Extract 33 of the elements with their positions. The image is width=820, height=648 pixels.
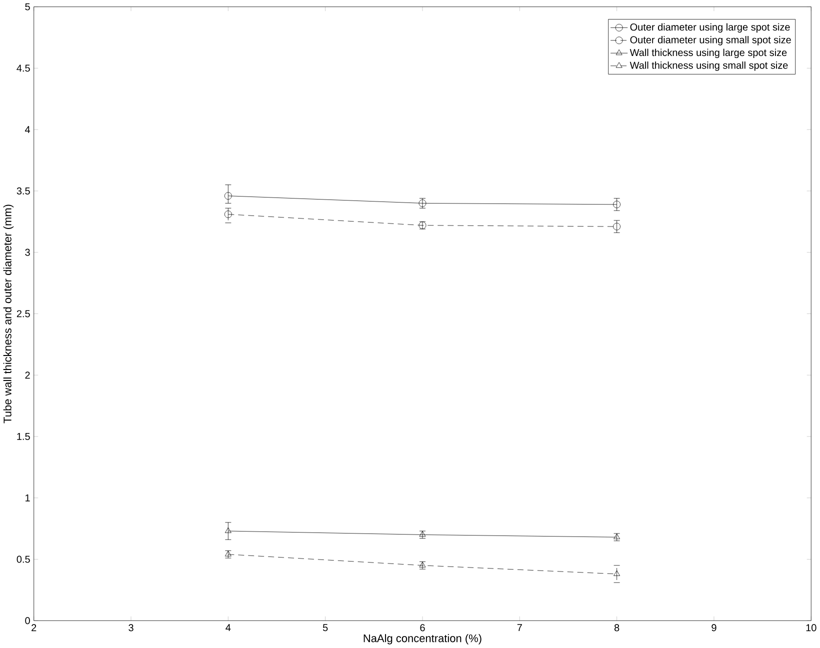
y-tick-label: 2.5 bbox=[16, 310, 30, 318]
legend-label: Wall thickness using small spot size bbox=[630, 62, 788, 71]
x-axis-title: NaAlg concentration (%) bbox=[364, 634, 482, 645]
legend-label: Outer diameter using large spot size bbox=[630, 23, 790, 33]
point bbox=[614, 570, 620, 576]
y-tick-label: 4 bbox=[25, 126, 30, 134]
y-tick-label: 2 bbox=[25, 372, 30, 379]
x-tick-label: 6 bbox=[420, 624, 425, 632]
point bbox=[613, 200, 621, 208]
y-tick-label: 3.5 bbox=[16, 188, 30, 195]
x-tick-label: 4 bbox=[226, 624, 231, 632]
x-tick-label: 9 bbox=[712, 624, 716, 632]
y-tick-label: 0.5 bbox=[16, 556, 30, 563]
y-axis-title: Tube wall thickness and outer diameter (mm) bbox=[3, 204, 14, 424]
y-tick-label: 5 bbox=[25, 3, 30, 10]
point bbox=[613, 223, 621, 230]
x-tick-label: 7 bbox=[517, 624, 522, 632]
y-tick-label: 4.5 bbox=[16, 64, 30, 72]
y-tick-label: 0 bbox=[25, 617, 30, 624]
x-tick-label: 10 bbox=[806, 624, 816, 632]
point bbox=[224, 210, 232, 218]
x-tick-label: 2 bbox=[32, 624, 36, 632]
x-tick-label: 5 bbox=[322, 624, 328, 632]
y-tick-label: 1 bbox=[26, 494, 30, 502]
x-tick-label: 3 bbox=[128, 624, 134, 632]
point bbox=[224, 527, 232, 534]
legend-label: Outer diameter using small spot size bbox=[630, 36, 791, 46]
y-tick-label: 3 bbox=[25, 248, 30, 256]
point bbox=[224, 192, 232, 200]
point bbox=[419, 531, 426, 537]
y-tick-label: 1.5 bbox=[17, 433, 30, 440]
legend-label: Wall thickness using large spot size bbox=[630, 48, 787, 58]
x-tick-label: 8 bbox=[614, 624, 620, 632]
